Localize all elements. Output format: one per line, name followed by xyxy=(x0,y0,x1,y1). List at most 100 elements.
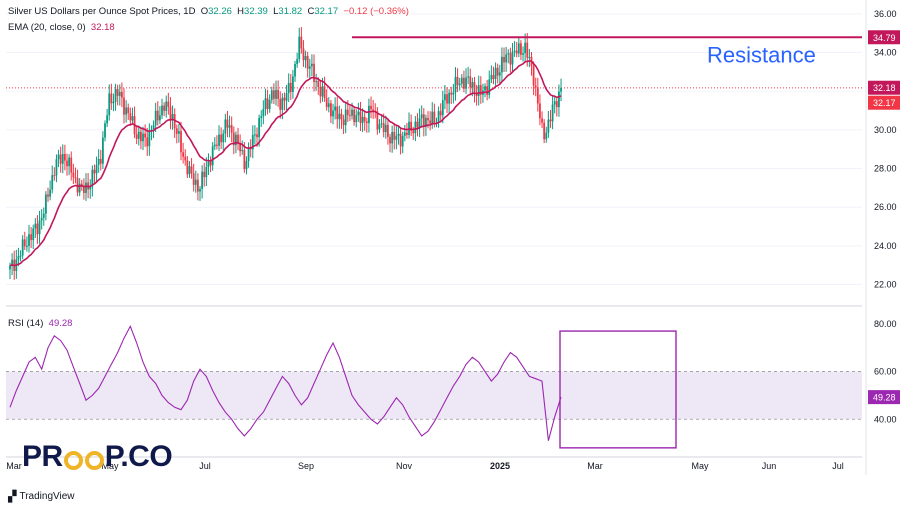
candle-body xyxy=(245,161,248,170)
time-tick-label: Mar xyxy=(587,461,603,471)
candle-body xyxy=(475,93,478,96)
candle-body xyxy=(382,123,385,133)
candle-body xyxy=(247,147,250,162)
candle-body xyxy=(230,125,233,133)
candle-body xyxy=(477,85,480,96)
candle-body xyxy=(353,109,356,123)
candle-body xyxy=(17,256,20,260)
candle-body xyxy=(28,234,30,246)
candle-body xyxy=(425,117,427,127)
candle-body xyxy=(526,42,529,58)
candle-body xyxy=(125,107,128,115)
price-tick-label: 30.00 xyxy=(874,125,897,135)
rsi-tick-label: 60.00 xyxy=(874,367,897,377)
candle-body xyxy=(439,111,442,116)
time-tick-label: Jul xyxy=(199,461,211,471)
candle-body xyxy=(237,134,239,144)
candle-body xyxy=(36,223,39,235)
rsi-tick-label: 40.00 xyxy=(874,414,897,424)
candle-body xyxy=(216,144,218,146)
candle-body xyxy=(201,171,204,189)
candle-body xyxy=(332,110,334,117)
candle-body xyxy=(330,103,332,117)
candle-body xyxy=(380,123,383,125)
candle-body xyxy=(344,109,347,126)
candle-body xyxy=(11,259,14,266)
ema-label: EMA (20, close, 0) xyxy=(8,22,86,33)
axes-group: 22.0024.0026.0028.0030.0032.0034.0036.00… xyxy=(6,0,897,475)
candle-body xyxy=(264,98,267,110)
candle-body xyxy=(543,122,546,140)
candle-body xyxy=(137,131,140,139)
candle-body xyxy=(338,113,341,120)
candle-body xyxy=(61,153,64,164)
candle-body xyxy=(359,111,362,124)
candle-body xyxy=(545,132,548,140)
candle-body xyxy=(175,128,178,134)
candle-body xyxy=(275,89,277,99)
candle-body xyxy=(429,120,432,124)
candle-body xyxy=(55,159,58,176)
candle-body xyxy=(389,136,391,144)
candle-body xyxy=(486,86,489,95)
price-tick-label: 26.00 xyxy=(874,202,897,212)
candle-body xyxy=(300,36,303,49)
candle-body xyxy=(336,106,339,120)
candle-body xyxy=(270,90,273,100)
candle-body xyxy=(387,124,389,137)
candle-body xyxy=(378,124,381,130)
candle-body xyxy=(536,87,539,104)
candle-body xyxy=(258,118,261,138)
candle-body xyxy=(321,86,324,97)
candle-body xyxy=(152,125,155,131)
time-tick-label: Jul xyxy=(832,461,844,471)
time-tick-label: Mar xyxy=(6,461,22,471)
candle-body xyxy=(127,107,130,114)
candle-body xyxy=(262,109,265,117)
ema-legend: EMA (20, close, 0) 32.18 xyxy=(8,22,115,33)
candle-body xyxy=(340,113,343,120)
candle-body xyxy=(313,63,315,82)
coin-o-icon xyxy=(84,451,104,470)
candle-body xyxy=(467,76,470,78)
time-tick-label: 2025 xyxy=(490,461,510,471)
price-legend: Silver US Dollars per Ounce Spot Prices,… xyxy=(8,6,409,17)
candle-body xyxy=(80,183,83,186)
candle-body xyxy=(266,98,269,109)
tradingview-text: TradingView xyxy=(19,491,75,502)
candle-body xyxy=(142,133,144,142)
candle-body xyxy=(205,166,208,178)
candle-body xyxy=(479,85,482,95)
candle-body xyxy=(42,213,45,218)
candle-body xyxy=(76,178,79,193)
candle-body xyxy=(89,186,92,190)
candle-body xyxy=(161,105,163,116)
candle-body xyxy=(277,89,280,99)
candle-body xyxy=(311,63,313,67)
time-tick-label: Nov xyxy=(396,461,413,471)
candle-body xyxy=(372,109,375,111)
time-tick-label: Jun xyxy=(762,461,777,471)
candle-body xyxy=(74,177,77,179)
candle-body xyxy=(156,110,159,121)
candle-body xyxy=(357,111,360,116)
candle-body xyxy=(469,76,472,88)
candle-body xyxy=(492,75,495,79)
candle-body xyxy=(9,265,11,270)
price-grid xyxy=(6,13,862,286)
candle-body xyxy=(169,106,172,121)
candle-body xyxy=(414,121,417,134)
tradingview-logo[interactable]: ▞ TradingView xyxy=(8,490,75,503)
candle-body xyxy=(184,156,187,161)
candle-body xyxy=(496,67,499,76)
rsi-pane xyxy=(6,371,862,420)
price-badges: 34.79 32.18 32.17 49.28 xyxy=(868,30,900,405)
candle-body xyxy=(283,97,286,101)
price-badge xyxy=(868,80,900,95)
candle-body xyxy=(118,91,121,96)
candle-body xyxy=(503,56,505,63)
candle-body xyxy=(517,43,520,54)
candle-body xyxy=(306,56,309,69)
open-value: 32.26 xyxy=(208,6,232,17)
